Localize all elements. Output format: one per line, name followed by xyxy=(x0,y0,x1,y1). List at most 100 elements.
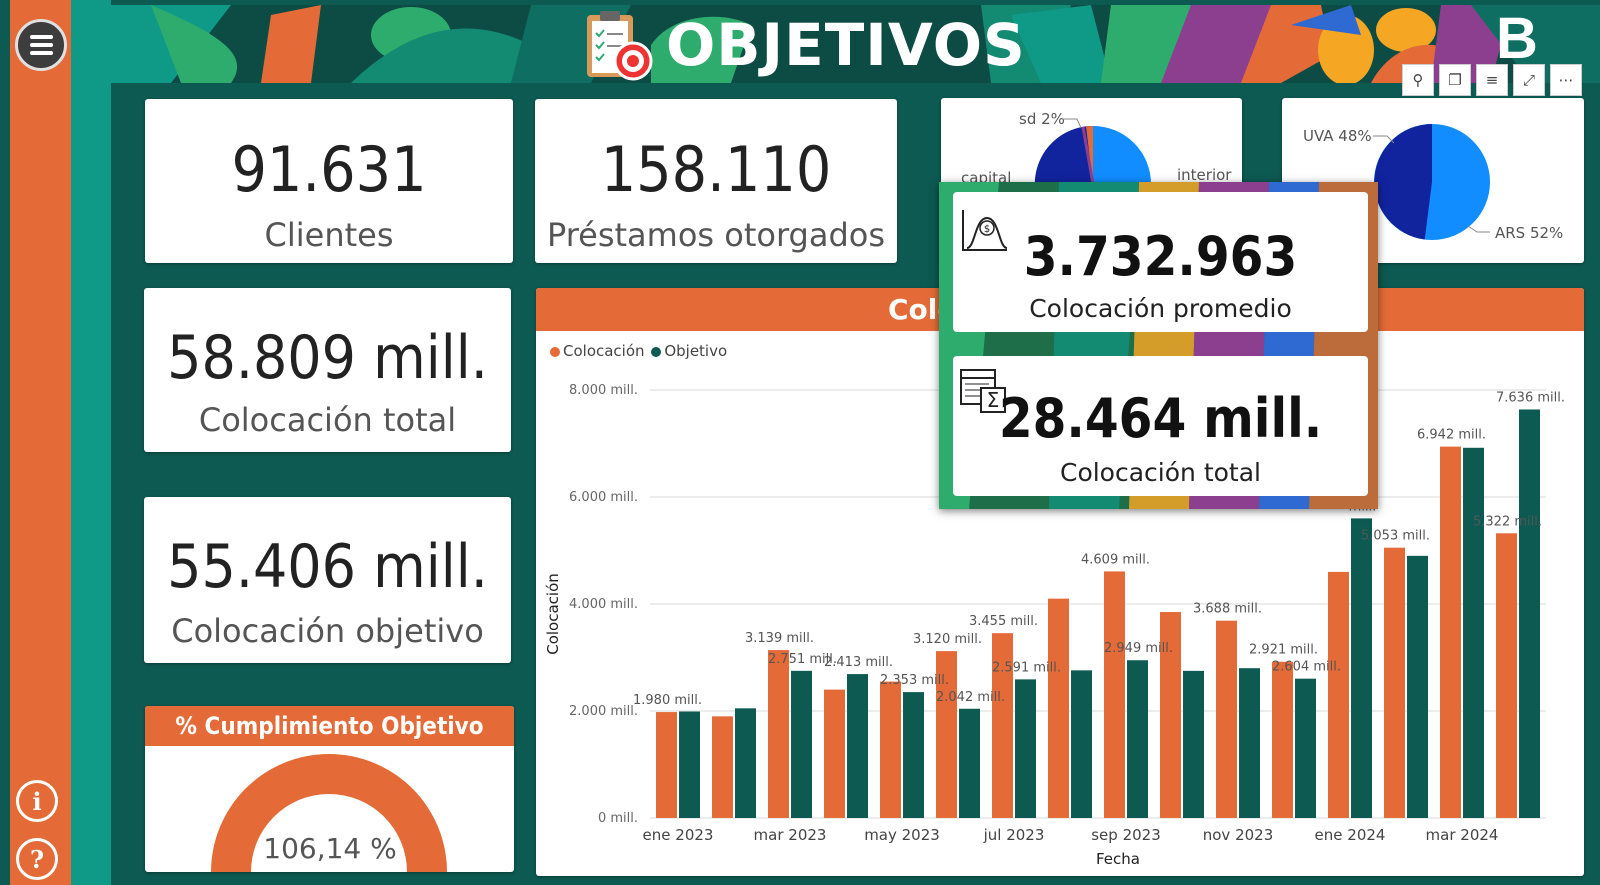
popup-label: Colocación total xyxy=(1059,458,1261,487)
left-nav-rail xyxy=(10,0,71,885)
data-label: 3.455 mill. xyxy=(969,614,1038,629)
focus-mode-icon[interactable]: ⤢ xyxy=(1513,64,1545,96)
bar-objetivo xyxy=(1519,409,1540,818)
gauge-card[interactable]: % Cumplimiento Objetivo 106,14 % xyxy=(145,706,514,872)
data-label: 2.949 mill. xyxy=(1104,641,1173,656)
detail-popup[interactable]: $ 3.732.963 Colocación promedio Σ 28.464… xyxy=(939,182,1378,509)
x-tick-label: ene 2024 xyxy=(1315,826,1386,844)
header-banner: OBJETIVOS B xyxy=(111,5,1600,83)
pin-icon[interactable]: ⚲ xyxy=(1402,64,1434,96)
popup-value: 3.732.963 xyxy=(1023,225,1298,288)
pie-currency-card[interactable]: UVA 48% ARS 52% xyxy=(1282,98,1584,263)
data-label: 7.636 mill. xyxy=(1496,390,1565,405)
x-tick-label: sep 2023 xyxy=(1091,826,1161,844)
popup-total-card[interactable]: Σ 28.464 mill. Colocación total xyxy=(953,356,1368,496)
bar-objetivo xyxy=(1127,660,1148,818)
data-label: 4.609 mill. xyxy=(1081,552,1150,567)
kpi-colocacion-objetivo-card[interactable]: 55.406 mill. Colocación objetivo xyxy=(144,497,511,663)
chart-legend: Colocación Objetivo xyxy=(548,342,727,360)
pie-slice-uva xyxy=(1374,124,1432,240)
x-tick-label: jul 2023 xyxy=(983,826,1045,844)
hamburger-menu-icon[interactable] xyxy=(15,19,67,71)
data-label: 2.604 mill. xyxy=(1272,660,1341,675)
bar-colocacion xyxy=(1160,612,1181,818)
gauge-title: % Cumplimiento Objetivo xyxy=(145,706,514,746)
sum-table-icon: Σ xyxy=(960,369,1006,413)
x-tick-label: may 2023 xyxy=(864,826,940,844)
y-tick-label: 0 mill. xyxy=(598,811,638,826)
bar-colocacion xyxy=(880,681,901,818)
info-icon[interactable]: i xyxy=(16,780,58,822)
data-label: 1.980 mill. xyxy=(633,693,702,708)
data-label: 3.688 mill. xyxy=(1193,602,1262,617)
kpi-value: 58.809 mill. xyxy=(167,323,488,393)
brand-logo: B xyxy=(1496,6,1538,71)
popup-label: Colocación promedio xyxy=(1029,294,1292,323)
legend-item-colocacion[interactable]: Colocación xyxy=(548,342,645,360)
svg-text:Σ: Σ xyxy=(987,388,1000,412)
bar-colocacion xyxy=(824,689,845,818)
kpi-prestamos-card[interactable]: 158.110 Préstamos otorgados xyxy=(535,99,897,263)
more-options-icon[interactable]: ⋯ xyxy=(1550,64,1582,96)
y-tick-label: 8.000 mill. xyxy=(569,383,638,398)
legend-label: Colocación xyxy=(563,342,645,360)
pie-currency-chart: UVA 48% ARS 52% xyxy=(1303,124,1563,242)
kpi-label: Colocación objetivo xyxy=(171,612,484,650)
page-title: OBJETIVOS xyxy=(666,11,1026,79)
svg-text:$: $ xyxy=(984,224,990,235)
copy-icon[interactable]: ❐ xyxy=(1439,64,1471,96)
kpi-colocacion-total-card[interactable]: 58.809 mill. Colocación total xyxy=(144,288,511,452)
popup-value: 28.464 mill. xyxy=(998,387,1323,450)
kpi-clientes-card[interactable]: 91.631 Clientes xyxy=(145,99,513,263)
pie-label-ars: ARS 52% xyxy=(1495,224,1563,242)
money-curve-icon: $ xyxy=(962,210,1008,251)
pie-label-interior: interior xyxy=(1177,166,1232,184)
filter-icon[interactable]: ≡ xyxy=(1476,64,1508,96)
bar-colocacion xyxy=(1328,571,1349,818)
bar-objetivo xyxy=(1407,555,1428,818)
bar-objetivo xyxy=(847,674,868,818)
bar-colocacion xyxy=(1384,547,1405,818)
bar-colocacion xyxy=(1272,661,1293,818)
bar-objetivo xyxy=(1351,518,1372,818)
data-label: 5.053 mill. xyxy=(1361,529,1430,544)
y-tick-label: 2.000 mill. xyxy=(569,704,638,719)
data-label: 2.042 mill. xyxy=(936,690,1005,705)
legend-label: Objetivo xyxy=(664,342,728,360)
bar-objetivo xyxy=(679,711,700,818)
bar-colocacion xyxy=(1496,533,1517,818)
data-label: 3.120 mill. xyxy=(913,632,982,647)
data-label: 5.322 mill. xyxy=(1473,514,1542,529)
help-icon[interactable]: ? xyxy=(16,838,58,880)
bar-objetivo xyxy=(903,692,924,818)
bar-colocacion xyxy=(1440,446,1461,818)
popup-promedio-card[interactable]: $ 3.732.963 Colocación promedio xyxy=(953,192,1368,332)
bar-colocacion xyxy=(1048,598,1069,818)
legend-dot-icon xyxy=(651,346,662,357)
legend-item-objetivo[interactable]: Objetivo xyxy=(649,342,727,360)
bar-objetivo xyxy=(1071,670,1092,818)
kpi-label: Clientes xyxy=(264,216,394,254)
x-tick-label: mar 2023 xyxy=(754,826,827,844)
data-label: 2.413 mill. xyxy=(824,655,893,670)
banner-decoration xyxy=(111,5,1600,83)
bar-colocacion xyxy=(1104,571,1125,818)
kpi-value: 55.406 mill. xyxy=(167,532,488,602)
bar-objetivo xyxy=(1295,678,1316,818)
bar-objetivo xyxy=(1015,679,1036,818)
bar-objetivo xyxy=(1463,447,1484,818)
bar-objetivo xyxy=(791,670,812,818)
kpi-label: Colocación total xyxy=(198,401,457,439)
pie-slice-divider xyxy=(1081,126,1095,185)
y-axis-title: Colocación xyxy=(544,573,562,655)
bar-colocacion xyxy=(768,650,789,818)
x-axis-title: Fecha xyxy=(1096,850,1140,868)
visual-toolbar: ⚲ ❐ ≡ ⤢ ⋯ xyxy=(1402,64,1582,96)
data-label: 6.942 mill. xyxy=(1417,428,1486,443)
y-tick-label: 6.000 mill. xyxy=(569,490,638,505)
bar-objetivo xyxy=(1239,668,1260,818)
bar-colocacion xyxy=(656,712,677,818)
gauge-arc xyxy=(211,754,447,872)
clipboard-target-icon xyxy=(587,11,653,81)
bar-objetivo xyxy=(1183,670,1204,818)
